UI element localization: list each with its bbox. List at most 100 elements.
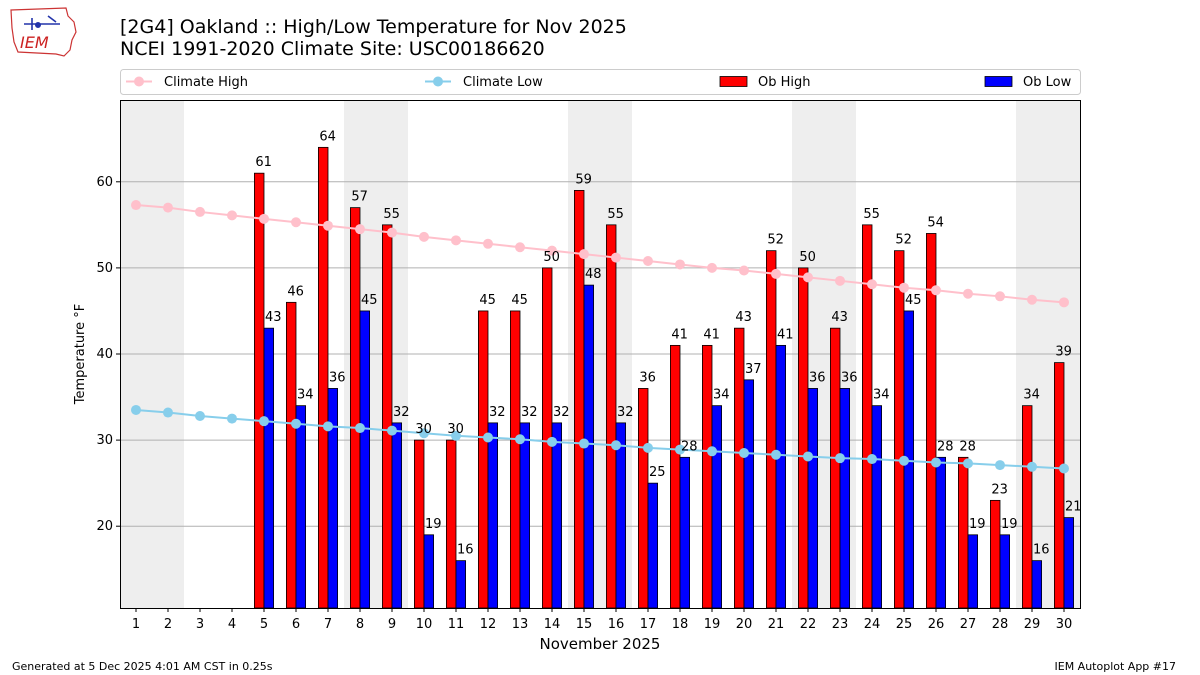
ob-high-label: 50 (799, 250, 816, 265)
ob-low-bar (615, 422, 627, 609)
climate-low-point (707, 446, 717, 457)
climate-high-point (739, 265, 749, 276)
climate-low-point (131, 404, 141, 415)
climate-low-point (515, 434, 525, 445)
climate-lines (131, 200, 1069, 474)
climate-low-point (963, 458, 973, 469)
ob-low-bar (327, 388, 339, 609)
x-tick-label: 19 (704, 617, 721, 632)
climate-low-point (675, 444, 685, 455)
ob-low-bar (423, 534, 435, 609)
x-tick-label: 24 (864, 617, 881, 632)
climate-high-point (931, 285, 941, 296)
ob-low-label: 36 (809, 370, 826, 385)
ob-low-label: 16 (457, 543, 474, 558)
y-tick-label: 20 (96, 519, 113, 534)
ob-low-bar (263, 327, 275, 609)
climate-high-point (483, 238, 493, 249)
climate-low-point (1027, 461, 1037, 472)
climate-high-point (163, 202, 173, 213)
climate-high-point (611, 252, 621, 263)
ob-low-label: 36 (329, 370, 346, 385)
ob-low-bar (711, 405, 723, 609)
chart-title-block: [2G4] Oakland :: High/Low Temperature fo… (120, 16, 627, 60)
climate-high-point (259, 213, 269, 224)
x-tick-label: 17 (640, 617, 657, 632)
x-tick-label: 6 (292, 617, 300, 632)
climate-low-point (291, 418, 301, 429)
ob-low-bar (967, 534, 979, 609)
ob-low-label: 19 (969, 517, 986, 532)
climate-low-point (419, 428, 429, 439)
ob-low-label: 41 (777, 327, 794, 342)
climate-low-point (835, 453, 845, 464)
ob-low-label: 19 (1001, 517, 1018, 532)
ob-high-legend-swatch (719, 76, 748, 87)
ob-low-label: 36 (841, 370, 858, 385)
ob-high-bar (477, 310, 489, 609)
ob-high-bar (253, 172, 265, 609)
x-tick-label: 28 (992, 617, 1009, 632)
climate-high-point (579, 249, 589, 260)
ob-high-label: 30 (447, 422, 464, 437)
ob-high-label: 57 (351, 190, 368, 205)
ob-low-bar (679, 456, 691, 609)
x-tick-label: 25 (896, 617, 913, 632)
ob-high-bar (1054, 362, 1065, 609)
climate-low-point (579, 438, 589, 449)
x-tick-label: 1 (132, 617, 140, 632)
climate-low-point (899, 455, 909, 466)
x-axis-label: November 2025 (540, 635, 661, 653)
ob-low-bar (1063, 517, 1075, 609)
climate-low-line (135, 408, 1065, 470)
ob-low-label: 32 (553, 405, 570, 420)
x-tick-label: 11 (448, 617, 465, 632)
ob-high-bar (445, 439, 457, 609)
ob-low-label: 32 (521, 405, 538, 420)
ob-low-bar (839, 388, 851, 609)
x-tick-label: 23 (832, 617, 849, 632)
ob-low-label: 21 (1065, 500, 1082, 515)
climate-high-point (1027, 294, 1037, 305)
x-tick-label: 3 (196, 617, 204, 632)
climate-high-point (899, 282, 909, 293)
ob-high-label: 23 (991, 482, 1008, 497)
climate-low-point (355, 423, 365, 434)
ob-high-bar (509, 310, 521, 609)
ob-low-label: 45 (905, 293, 922, 308)
app-id: IEM Autoplot App #17 (1054, 660, 1177, 673)
ob-high-label: 61 (255, 155, 272, 170)
x-tick-label: 2 (164, 617, 172, 632)
climate-low-point (259, 416, 269, 427)
ob-low-bar (999, 534, 1011, 609)
ob-high-label: 59 (575, 172, 592, 187)
x-tick-label: 29 (1024, 617, 1041, 632)
ob-high-bar (638, 388, 649, 609)
climate-high-point (515, 242, 525, 253)
legend-frame (120, 69, 1081, 95)
ob-low-bar (455, 560, 467, 609)
climate-high-point (419, 231, 429, 242)
ob-high-label: 64 (319, 129, 336, 144)
ob-high-bar (285, 301, 297, 609)
ob-low-label: 32 (489, 405, 506, 420)
ob-low-label: 34 (873, 388, 890, 403)
climate-low-point (771, 449, 781, 460)
ob-high-label: 34 (1023, 388, 1040, 403)
ob-low-label: 32 (617, 405, 634, 420)
x-tick-label: 12 (480, 617, 497, 632)
climate-high-point (355, 224, 365, 235)
ob-low-bar (743, 379, 755, 609)
ob-high-legend-label: Ob High (758, 75, 811, 90)
climate-high-point (963, 288, 973, 299)
x-tick-label: 15 (576, 617, 593, 632)
ob-low-label: 28 (681, 439, 698, 454)
climate-low-point (995, 460, 1005, 471)
ob-high-bar (670, 344, 681, 609)
climate-high-point (995, 291, 1005, 302)
ob-high-bar (734, 327, 745, 609)
y-tick-label: 60 (96, 175, 113, 190)
climate-low-point (547, 436, 557, 447)
climate-high-line (135, 204, 1065, 304)
